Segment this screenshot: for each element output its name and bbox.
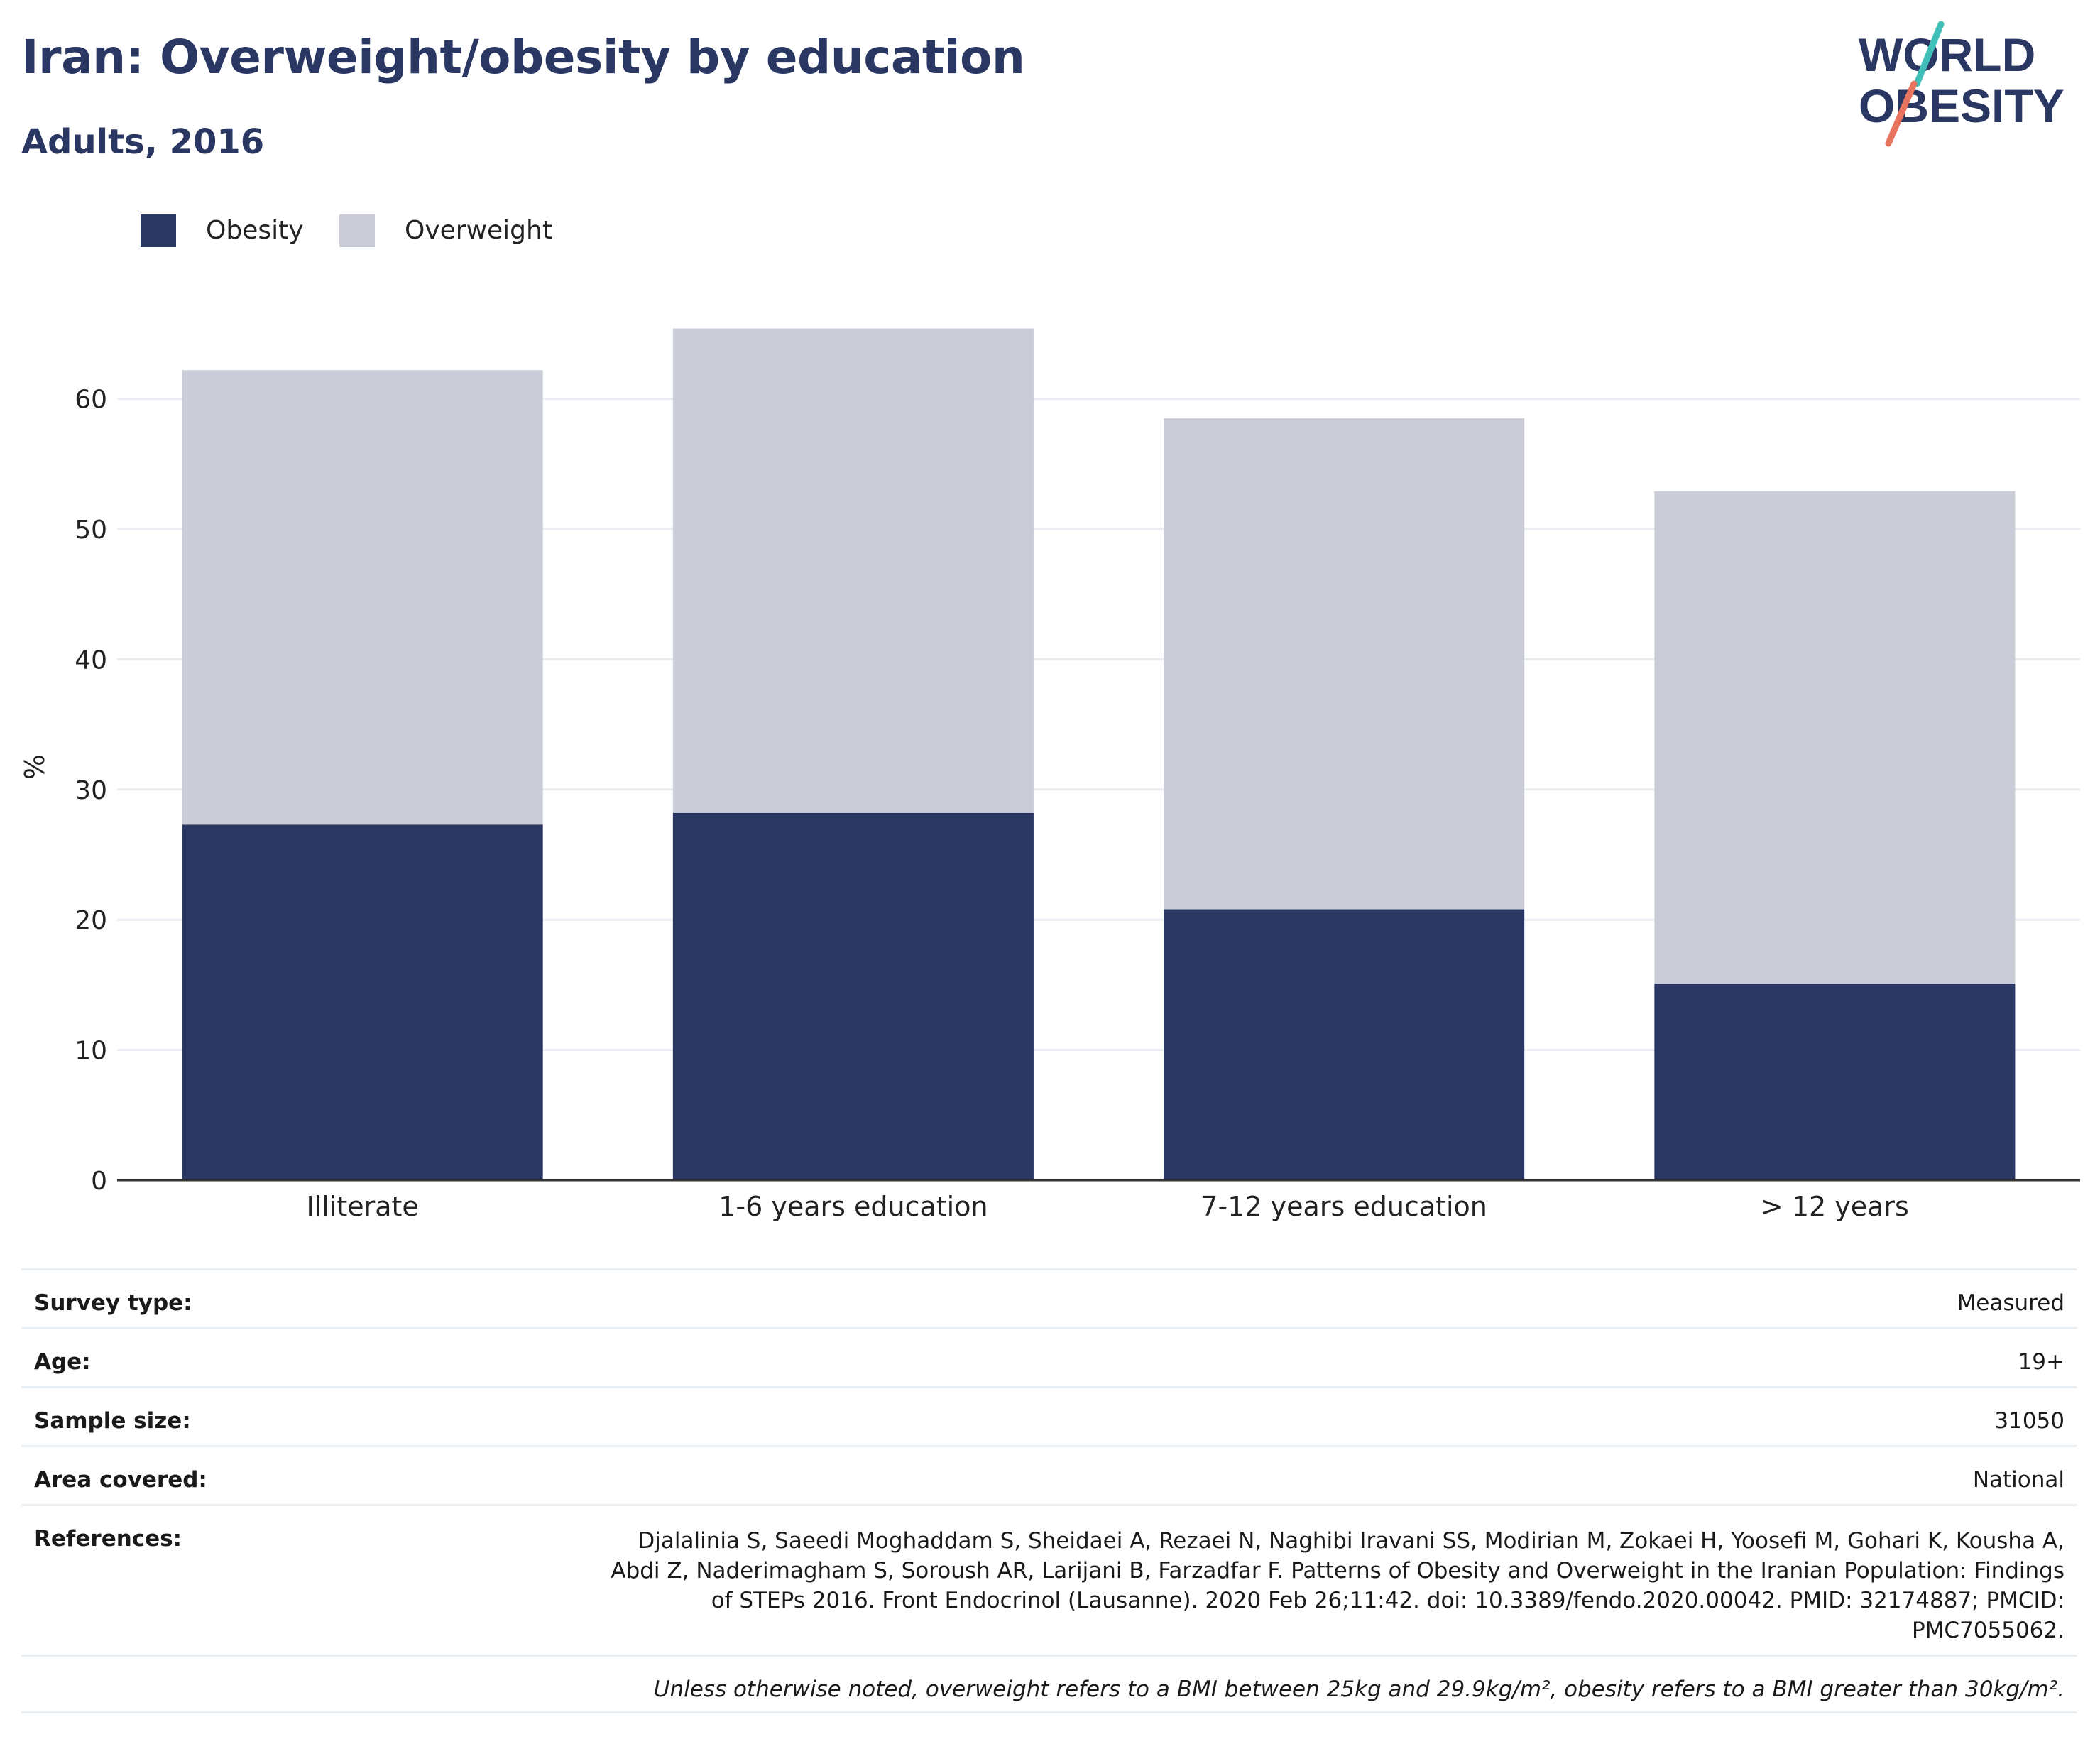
x-tick-label: > 12 years (1761, 1191, 1909, 1222)
meta-row-area-covered: Area covered: National (21, 1445, 2077, 1504)
meta-label: References: (34, 1526, 182, 1552)
y-tick-label: 20 (75, 906, 107, 935)
bar-obesity-0 (182, 824, 543, 1180)
x-tick-label: 7-12 years education (1201, 1191, 1487, 1222)
bar-obesity-1 (672, 812, 1034, 1180)
logo-line-2: OBESITY (1859, 80, 2065, 132)
meta-value: National (1972, 1467, 2065, 1493)
x-tick-label: 1-6 years education (718, 1191, 988, 1222)
world-obesity-logo: WORLD OBESITY (1859, 21, 2065, 147)
y-tick-label: 60 (75, 386, 107, 415)
y-axis-title: % (19, 754, 50, 780)
y-tick-label: 0 (91, 1167, 107, 1196)
bar-overweight-2 (1164, 418, 1525, 910)
meta-label: Age: (34, 1349, 91, 1375)
stacked-bar-chart: 0 10 20 30 40 50 60% Illiterate 1-6 years educat… (19, 328, 2080, 1222)
logo-slash-teal (1913, 21, 1945, 87)
chart-subtitle: Adults, 2016 (21, 122, 265, 162)
bar-overweight-1 (672, 328, 1034, 813)
y-tick-label: 30 (75, 776, 107, 805)
meta-value: Measured (1957, 1290, 2065, 1316)
chart-title: Iran: Overweight/obesity by education (21, 30, 1025, 85)
references-text: Djalalinia S, Saeedi Moghaddam S, Sheida… (611, 1528, 2065, 1643)
legend-label-overweight: Overweight (405, 216, 552, 245)
bar-overweight-3 (1654, 491, 2016, 984)
meta-row-age: Age: 19+ (21, 1327, 2077, 1386)
y-tick-label: 50 (75, 516, 107, 545)
legend-swatch-overweight (339, 214, 375, 247)
bar-overweight-0 (182, 370, 543, 825)
meta-value: 19+ (2018, 1349, 2065, 1375)
meta-row-sample-size: Sample size: 31050 (21, 1386, 2077, 1445)
y-tick-label: 40 (75, 645, 107, 675)
legend-swatch-obesity (141, 214, 176, 247)
meta-row-references: References: Djalalinia S, Saeedi Moghadd… (21, 1504, 2077, 1655)
meta-label: Sample size: (34, 1408, 191, 1434)
logo-slash-coral (1885, 80, 1918, 147)
meta-row-footnote: Unless otherwise noted, overweight refer… (21, 1655, 2077, 1713)
metadata-table: Survey type: Measured Age: 19+ Sample si… (21, 1268, 2077, 1713)
bar-obesity-3 (1654, 984, 2016, 1180)
meta-label: Area covered: (34, 1467, 207, 1493)
bmi-footnote: Unless otherwise noted, overweight refer… (653, 1677, 2065, 1702)
logo-line-1: WORLD (1859, 28, 2035, 81)
x-tick-label: Illiterate (306, 1191, 418, 1222)
legend-label-obesity: Obesity (206, 216, 304, 245)
meta-label: Survey type: (34, 1290, 192, 1316)
bar-obesity-2 (1164, 909, 1525, 1180)
meta-value: 31050 (1994, 1408, 2065, 1434)
meta-row-survey-type: Survey type: Measured (21, 1268, 2077, 1327)
y-tick-label: 10 (75, 1037, 107, 1066)
